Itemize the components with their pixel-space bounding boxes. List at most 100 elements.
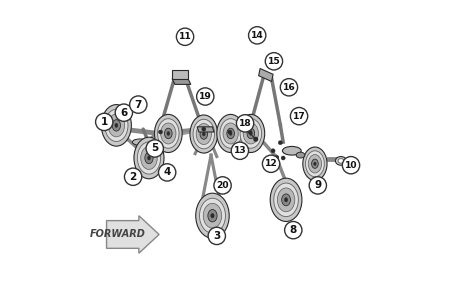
Text: 15: 15 — [267, 57, 280, 66]
Text: 4: 4 — [164, 167, 171, 177]
Ellipse shape — [220, 119, 241, 148]
Ellipse shape — [283, 146, 301, 155]
Polygon shape — [107, 216, 159, 253]
Circle shape — [158, 130, 163, 134]
Ellipse shape — [270, 178, 302, 222]
Ellipse shape — [314, 162, 316, 165]
Ellipse shape — [306, 151, 324, 177]
Ellipse shape — [211, 213, 214, 218]
Circle shape — [342, 157, 360, 174]
Ellipse shape — [112, 120, 120, 131]
Ellipse shape — [155, 115, 182, 153]
Text: 3: 3 — [213, 231, 220, 241]
Circle shape — [263, 155, 280, 173]
Circle shape — [231, 142, 248, 160]
Polygon shape — [259, 68, 273, 81]
Ellipse shape — [284, 198, 288, 202]
Circle shape — [158, 164, 176, 181]
Ellipse shape — [240, 119, 262, 148]
Ellipse shape — [193, 119, 215, 149]
Circle shape — [96, 113, 113, 130]
Ellipse shape — [282, 194, 291, 206]
Polygon shape — [197, 127, 214, 132]
Circle shape — [284, 222, 302, 239]
Ellipse shape — [115, 123, 118, 127]
Circle shape — [281, 156, 285, 160]
Circle shape — [248, 130, 252, 134]
Circle shape — [208, 227, 226, 244]
Circle shape — [237, 115, 254, 132]
Text: 11: 11 — [179, 32, 191, 41]
Text: 5: 5 — [151, 144, 158, 153]
Ellipse shape — [141, 146, 157, 169]
Ellipse shape — [274, 183, 298, 217]
Circle shape — [228, 130, 232, 134]
Text: 1: 1 — [100, 117, 108, 127]
Ellipse shape — [108, 114, 125, 137]
Text: 12: 12 — [264, 159, 277, 168]
Circle shape — [125, 168, 142, 185]
Ellipse shape — [190, 115, 218, 153]
Ellipse shape — [243, 123, 258, 144]
Ellipse shape — [247, 128, 255, 139]
Text: 16: 16 — [283, 83, 295, 92]
Ellipse shape — [157, 119, 179, 148]
Ellipse shape — [303, 147, 327, 180]
Ellipse shape — [208, 209, 217, 222]
Ellipse shape — [336, 157, 346, 165]
Circle shape — [202, 127, 206, 131]
Circle shape — [280, 79, 298, 96]
Ellipse shape — [277, 188, 295, 212]
Text: 8: 8 — [290, 225, 297, 235]
Ellipse shape — [237, 115, 264, 153]
Circle shape — [278, 141, 283, 145]
Text: 6: 6 — [120, 108, 128, 118]
Ellipse shape — [164, 128, 172, 139]
Circle shape — [309, 177, 327, 194]
Text: 10: 10 — [345, 161, 357, 170]
Ellipse shape — [202, 132, 205, 136]
Ellipse shape — [161, 123, 176, 144]
Circle shape — [176, 28, 194, 46]
Circle shape — [129, 96, 147, 113]
Circle shape — [291, 108, 308, 125]
Circle shape — [197, 88, 214, 105]
Ellipse shape — [229, 132, 232, 135]
Ellipse shape — [196, 193, 229, 238]
Ellipse shape — [132, 139, 148, 145]
Text: 14: 14 — [251, 31, 264, 40]
Ellipse shape — [145, 152, 153, 164]
Text: 13: 13 — [234, 146, 246, 155]
Circle shape — [265, 53, 283, 70]
Ellipse shape — [296, 152, 305, 158]
Circle shape — [146, 140, 164, 157]
Ellipse shape — [167, 132, 170, 135]
Ellipse shape — [196, 124, 211, 144]
Circle shape — [214, 177, 231, 194]
Text: 18: 18 — [239, 119, 251, 128]
Ellipse shape — [200, 129, 208, 139]
Text: 17: 17 — [292, 112, 305, 121]
Text: 20: 20 — [216, 181, 229, 190]
Circle shape — [271, 149, 275, 153]
Ellipse shape — [147, 156, 150, 160]
Ellipse shape — [137, 142, 161, 174]
Polygon shape — [172, 79, 191, 84]
Text: 7: 7 — [135, 99, 142, 110]
Ellipse shape — [227, 128, 235, 139]
Ellipse shape — [101, 105, 131, 146]
Ellipse shape — [134, 137, 164, 179]
Polygon shape — [172, 70, 188, 79]
Ellipse shape — [223, 123, 238, 144]
Circle shape — [248, 27, 266, 44]
Ellipse shape — [105, 109, 128, 142]
Text: 19: 19 — [199, 92, 212, 101]
Ellipse shape — [249, 132, 252, 135]
Ellipse shape — [217, 115, 245, 153]
Ellipse shape — [308, 155, 321, 173]
Ellipse shape — [200, 198, 226, 233]
Circle shape — [115, 104, 133, 121]
Text: 9: 9 — [314, 180, 321, 191]
Ellipse shape — [203, 203, 222, 228]
Ellipse shape — [338, 159, 344, 163]
